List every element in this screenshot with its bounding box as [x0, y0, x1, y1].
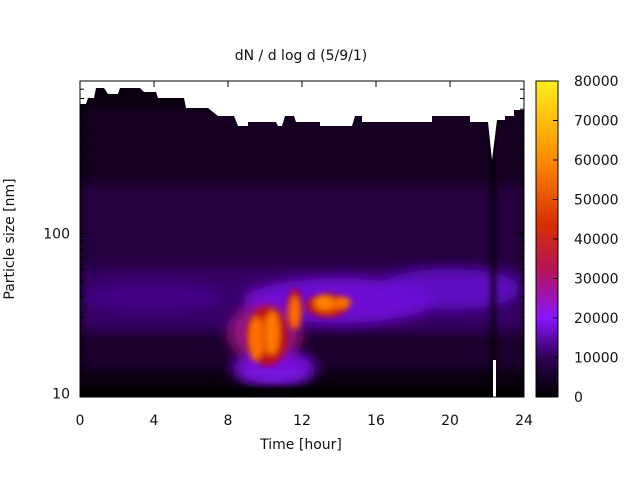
- x-tick-label: 0: [76, 413, 85, 429]
- colorbar-tick-label: 70000: [574, 114, 619, 130]
- hot-streak: [248, 316, 263, 361]
- colorbar-tick-label: 40000: [574, 232, 619, 248]
- y-axis-label: Particle size [nm]: [2, 178, 18, 299]
- colorbar-tick-label: 20000: [574, 311, 619, 327]
- morning-mode: [84, 283, 224, 312]
- x-tick-label: 12: [293, 413, 311, 429]
- colorbar-ticks: 0 10000 20000 30000 40000 50000 60000 70000 8000…: [553, 74, 619, 406]
- hot-streak: [314, 295, 335, 310]
- chart-title: dN / d log d (5/9/1): [235, 48, 368, 64]
- colorbar-tick-label: 0: [574, 390, 583, 406]
- colorbar-tick-label: 50000: [574, 193, 619, 209]
- nucleation-mode: [234, 352, 315, 389]
- band-mid: [80, 185, 524, 270]
- colorbar-tick-label: 10000: [574, 351, 619, 367]
- missing-data-stripe: [493, 360, 496, 397]
- instrument-gap: [490, 81, 496, 397]
- colorbar-tick-label: 30000: [574, 272, 619, 288]
- x-tick-label: 4: [150, 413, 159, 429]
- no-data-region: [80, 81, 524, 160]
- hot-streak: [265, 310, 280, 355]
- hot-streak: [288, 296, 301, 329]
- x-tick-label: 16: [367, 413, 385, 429]
- y-tick-label: 10: [52, 386, 70, 402]
- growth-mode-late: [380, 269, 520, 310]
- hot-streak: [334, 296, 351, 309]
- x-tick-label: 24: [515, 413, 533, 429]
- heatmap-plot: [80, 81, 524, 397]
- x-axis: 0 4 8 12 16 20 24: [76, 81, 533, 429]
- x-tick-label: 20: [441, 413, 459, 429]
- y-axis: 10 100: [43, 88, 524, 402]
- y-tick-label: 100: [43, 227, 70, 243]
- x-axis-label: Time [hour]: [259, 437, 342, 453]
- colorbar-tick-label: 80000: [574, 74, 619, 90]
- colorbar-tick-label: 60000: [574, 153, 619, 169]
- x-tick-label: 8: [224, 413, 233, 429]
